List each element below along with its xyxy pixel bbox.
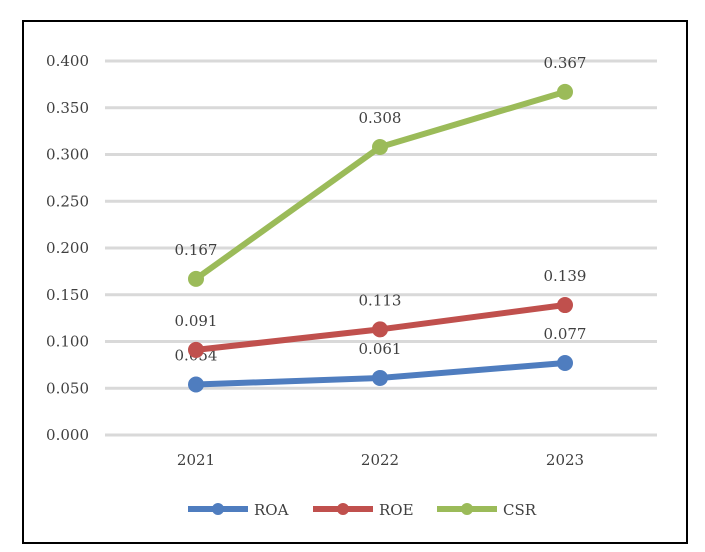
- data-label-roa-2022: 0.061: [359, 340, 402, 358]
- y-tick-label-1: 0.050: [46, 379, 89, 397]
- y-tick-label-8: 0.400: [46, 52, 89, 70]
- y-tick-label-5: 0.250: [46, 192, 89, 210]
- legend-marker-roa: [212, 503, 224, 515]
- y-tick-label-6: 0.300: [46, 146, 89, 164]
- legend-label-csr: CSR: [503, 501, 537, 519]
- point-roa-2021: [188, 376, 204, 393]
- x-tick-label-0: 2021: [177, 451, 215, 469]
- point-roe-2023: [557, 297, 573, 314]
- legend-marker-csr: [461, 503, 473, 515]
- point-roa-2022: [372, 369, 388, 386]
- point-roa-2023: [557, 355, 573, 372]
- y-tick-label-4: 0.200: [46, 239, 89, 257]
- point-roe-2022: [372, 321, 388, 338]
- y-tick-label-7: 0.350: [46, 99, 89, 117]
- data-label-roa-2023: 0.077: [544, 325, 587, 343]
- point-roe-2021: [188, 341, 204, 358]
- x-tick-label-2: 2023: [546, 451, 584, 469]
- data-label-roe-2023: 0.139: [544, 267, 587, 285]
- point-csr-2022: [372, 139, 388, 156]
- x-tick-label-1: 2022: [361, 451, 399, 469]
- legend-label-roe: ROE: [379, 501, 414, 519]
- data-label-csr-2021: 0.167: [175, 241, 218, 259]
- point-csr-2021: [188, 270, 204, 287]
- data-label-roe-2022: 0.113: [359, 291, 402, 309]
- data-label-csr-2022: 0.308: [359, 109, 402, 127]
- y-tick-label-0: 0.000: [46, 426, 89, 444]
- legend-label-roa: ROA: [254, 501, 289, 519]
- y-tick-label-3: 0.150: [46, 286, 89, 304]
- legend-marker-roe: [337, 503, 349, 515]
- data-label-roe-2021: 0.091: [175, 312, 218, 330]
- y-tick-label-2: 0.100: [46, 333, 89, 351]
- point-csr-2023: [557, 83, 573, 100]
- data-label-csr-2023: 0.367: [544, 54, 587, 72]
